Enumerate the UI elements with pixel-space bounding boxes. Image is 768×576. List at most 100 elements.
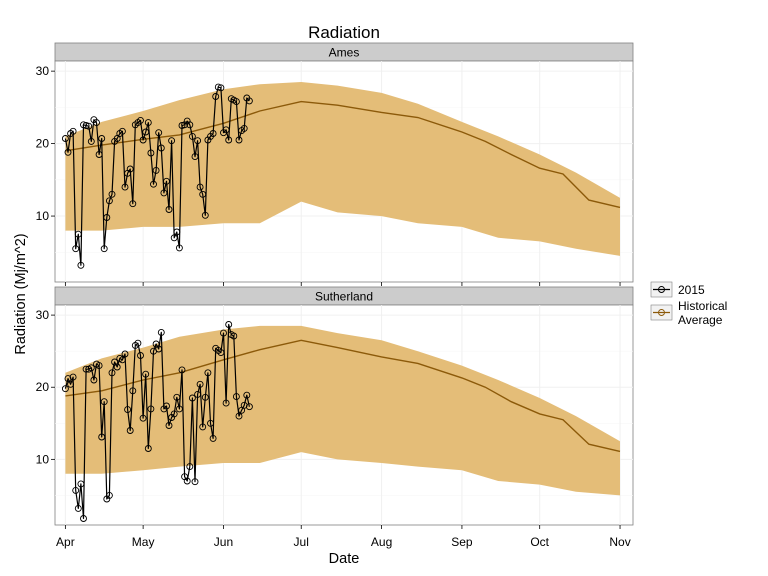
observed-2015-point (245, 403, 253, 411)
observed-2015-point (194, 137, 202, 145)
x-tick-label: May (132, 535, 155, 549)
observed-2015-point (209, 434, 217, 442)
historical-range-ribbon (65, 325, 620, 496)
observed-2015-point (147, 405, 155, 413)
observed-2015-point (64, 375, 72, 383)
observed-2015-point (108, 369, 116, 377)
observed-2015-point (163, 177, 170, 185)
observed-2015-point (137, 116, 144, 124)
observed-2015-point (80, 515, 87, 522)
observed-2015-point (225, 136, 233, 144)
y-tick-label: 10 (36, 452, 50, 466)
observed-2015-point (222, 399, 230, 407)
observed-2015-point (67, 380, 75, 388)
observed-2015-point (183, 477, 191, 485)
observed-2015-point (72, 245, 80, 253)
observed-2015-point (170, 410, 178, 418)
observed-2015-point (126, 165, 134, 173)
x-tick-label: Sep (451, 535, 473, 549)
observed-2015-point (240, 401, 248, 409)
observed-2015-point (69, 127, 77, 135)
observed-2015-point (139, 136, 147, 144)
facet-panels: Ames 10 20 30 Sutherland 10 20 30 Apr May Jun Jul Au… (36, 42, 634, 549)
legend-key-2015 (650, 281, 673, 298)
strip-label-sutherland: Sutherland (315, 290, 373, 304)
observed-2015-point (175, 405, 183, 413)
observed-2015-point (235, 412, 243, 420)
observed-2015-point (87, 137, 95, 145)
observed-2015-point (188, 394, 196, 402)
observed-2015-point (100, 398, 108, 406)
observed-2015-point (165, 422, 173, 429)
strip-label-ames: Ames (329, 46, 360, 60)
legend-label-historical-line1: Historical (678, 299, 727, 313)
observed-2015-point (118, 356, 126, 364)
observed-2015-point (199, 190, 207, 198)
observed-2015-point (217, 84, 225, 92)
chart-title: Radiation (308, 23, 380, 42)
observed-2015-point (160, 189, 168, 197)
observed-2015-point (168, 137, 176, 145)
observed-2015-point (175, 244, 183, 252)
observed-2015-point (232, 393, 240, 401)
y-axis-title: Radiation (Mj/m^2) (13, 233, 29, 354)
legend-label-2015: 2015 (678, 283, 705, 297)
panel-sutherland: Sutherland 10 20 30 Apr May Jun Jul Aug Sep Oct Nov (36, 286, 634, 549)
observed-2015-point (134, 339, 142, 347)
observed-2015-point (105, 491, 113, 499)
observed-2015-point (87, 364, 95, 372)
observed-2015-point (240, 124, 248, 132)
observed-2015-point (98, 433, 106, 441)
y-tick-label: 20 (36, 137, 50, 151)
observed-2015-point (103, 214, 111, 221)
observed-2015-point (232, 98, 240, 106)
observed-2015-point (72, 486, 80, 494)
observed-2015-point (82, 122, 90, 129)
observed-2015-point (121, 183, 129, 191)
observed-2015-point (173, 228, 181, 236)
observed-2015-point (144, 119, 152, 127)
observed-2015-point (64, 148, 72, 156)
observed-2015-point (142, 128, 150, 136)
observed-2015-point (157, 144, 165, 152)
x-axis-title: Date (329, 551, 360, 567)
observed-2015-point (222, 126, 230, 134)
observed-2015-point (186, 463, 194, 471)
observed-2015-point (113, 363, 121, 371)
x-tick-label: Aug (371, 535, 392, 549)
observed-2015-point (105, 197, 113, 205)
x-tick-label: Apr (56, 535, 75, 549)
observed-2015-point (178, 122, 186, 129)
observed-2015-point (230, 332, 238, 340)
legend-point-2015 (658, 286, 665, 293)
observed-2015-point (243, 391, 251, 399)
observed-2015-point (147, 149, 155, 157)
observed-2015-point (235, 136, 243, 144)
observed-2015-point (95, 151, 103, 158)
observed-2015-point (74, 504, 82, 512)
observed-2015-point (93, 119, 100, 127)
observed-2015-point (196, 380, 204, 388)
observed-2015-point (173, 393, 181, 401)
y-tick-label: 20 (36, 380, 50, 394)
observed-2015-point (129, 387, 137, 395)
observed-2015-point (191, 478, 199, 486)
x-tick-label: Oct (530, 535, 549, 549)
observed-2015-point (126, 427, 134, 434)
observed-2015-point (82, 365, 90, 373)
panel-ames: Ames 10 20 30 (36, 42, 634, 286)
observed-2015-point (152, 166, 160, 174)
observed-2015-point (204, 369, 212, 377)
observed-2015-point (170, 234, 178, 242)
observed-2015-point (157, 328, 165, 336)
observed-2015-point (163, 402, 170, 410)
legend-label-historical: Historical Average (678, 299, 731, 327)
observed-2015-point (191, 153, 199, 161)
legend-key-historical (650, 304, 673, 321)
observed-2015-point (137, 352, 144, 359)
historical-average-line (65, 100, 621, 209)
observed-2015-point (121, 350, 129, 358)
observed-2015-point (207, 419, 214, 427)
legend-label-historical-line2: Average (678, 313, 723, 327)
